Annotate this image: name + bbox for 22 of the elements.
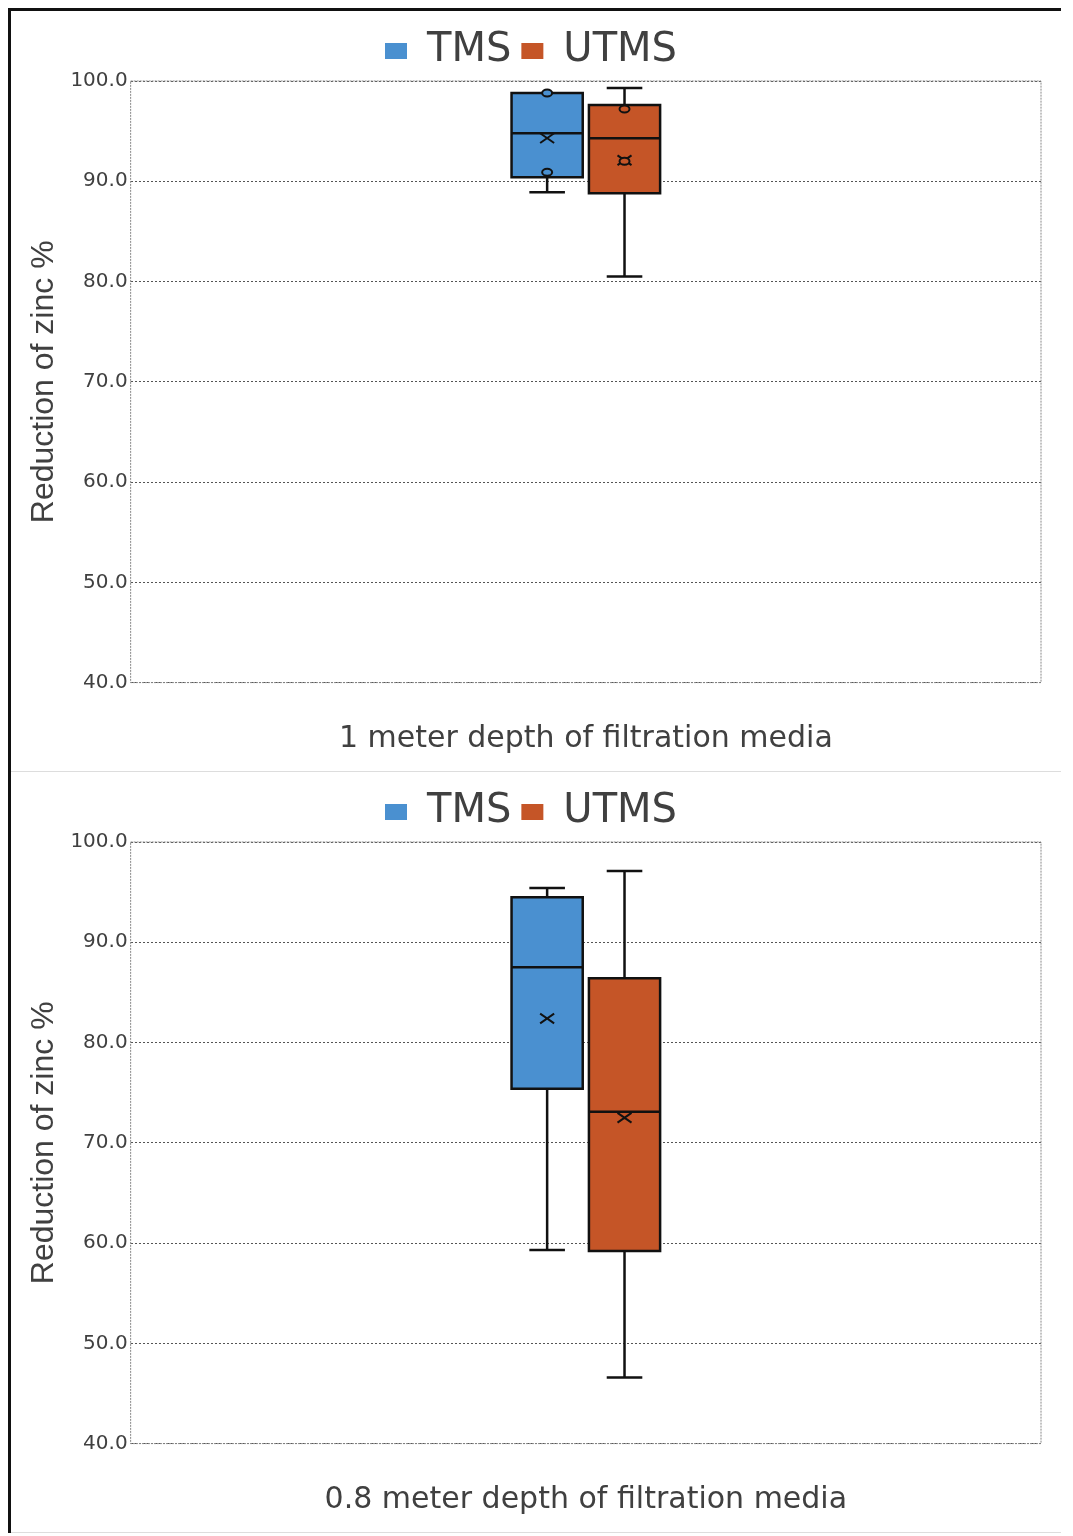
legend-label: UTMS [563,24,677,71]
y-tick-label: 80.0 [83,267,128,292]
y-tick-label: 100.0 [70,67,128,92]
y-tick-label: 80.0 [83,1028,128,1053]
y-tick-label: 70.0 [83,368,128,392]
y-axis-title: Reduction of zinc % [24,1001,61,1285]
y-tick-label: 60.0 [83,1229,128,1254]
y-tick-label: 50.0 [83,1329,128,1354]
y-tick-label: 100.0 [70,828,128,853]
legend-label: UTMS [563,785,677,832]
x-axis-title: 1 meter depth of filtration media [338,718,833,754]
y-tick-label: 40.0 [83,1429,128,1454]
y-tick-label: 50.0 [83,568,128,593]
legend-label: TMS [426,785,512,832]
y-tick-label: 40.0 [83,668,128,693]
legend-label: TMS [426,24,512,71]
y-axis-title: Reduction of zinc % [24,240,61,524]
y-tick-label: 90.0 [83,167,128,192]
y-tick-label: 90.0 [83,928,128,953]
y-tick-label: 70.0 [83,1129,128,1153]
x-axis-title: 0.8 meter depth of filtration media [324,1479,848,1515]
y-tick-label: 60.0 [83,468,128,493]
